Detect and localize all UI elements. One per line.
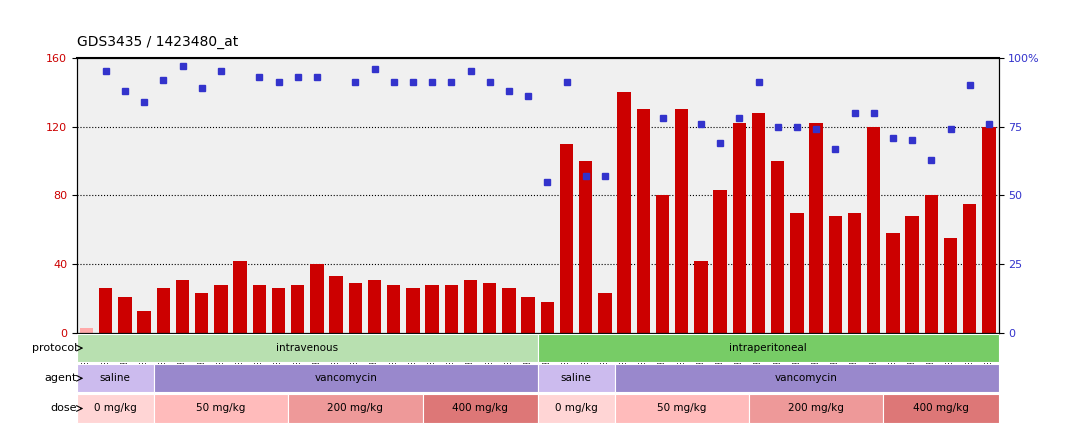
Bar bbox=[656, 195, 670, 333]
Bar bbox=[157, 288, 170, 333]
Text: saline: saline bbox=[561, 373, 592, 383]
Bar bbox=[310, 264, 324, 333]
Bar bbox=[790, 213, 804, 333]
Bar bbox=[119, 297, 131, 333]
Text: 50 mg/kg: 50 mg/kg bbox=[657, 404, 706, 413]
Bar bbox=[617, 92, 631, 333]
Text: 400 mg/kg: 400 mg/kg bbox=[452, 404, 508, 413]
Bar bbox=[154, 394, 288, 423]
Bar bbox=[752, 113, 766, 333]
Bar bbox=[983, 127, 995, 333]
Bar bbox=[138, 311, 151, 333]
Bar bbox=[348, 283, 362, 333]
Bar bbox=[579, 161, 593, 333]
Bar bbox=[99, 288, 112, 333]
Bar bbox=[848, 213, 861, 333]
Bar bbox=[749, 394, 883, 423]
Bar bbox=[540, 302, 554, 333]
Bar bbox=[444, 285, 458, 333]
Bar bbox=[733, 123, 747, 333]
Bar bbox=[829, 216, 842, 333]
Bar bbox=[614, 394, 749, 423]
Text: 200 mg/kg: 200 mg/kg bbox=[788, 404, 844, 413]
Bar bbox=[694, 261, 708, 333]
Text: vancomycin: vancomycin bbox=[775, 373, 838, 383]
Text: intravenous: intravenous bbox=[277, 343, 339, 353]
Bar bbox=[810, 123, 822, 333]
Text: GDS3435 / 1423480_at: GDS3435 / 1423480_at bbox=[77, 35, 238, 49]
Bar bbox=[637, 109, 650, 333]
Bar bbox=[944, 238, 957, 333]
Text: 200 mg/kg: 200 mg/kg bbox=[328, 404, 383, 413]
Bar bbox=[423, 394, 537, 423]
Bar bbox=[867, 127, 880, 333]
Bar bbox=[464, 280, 477, 333]
Bar bbox=[215, 285, 227, 333]
Bar bbox=[77, 394, 154, 423]
Bar bbox=[521, 297, 535, 333]
Bar bbox=[290, 285, 304, 333]
Bar bbox=[288, 394, 423, 423]
Bar bbox=[502, 288, 516, 333]
Bar bbox=[925, 195, 938, 333]
Text: agent: agent bbox=[45, 373, 77, 383]
Bar bbox=[77, 334, 537, 362]
Text: saline: saline bbox=[100, 373, 130, 383]
Bar bbox=[675, 109, 689, 333]
Bar bbox=[771, 161, 785, 333]
Bar bbox=[154, 364, 538, 392]
Text: 0 mg/kg: 0 mg/kg bbox=[94, 404, 137, 413]
Text: intraperitoneal: intraperitoneal bbox=[729, 343, 807, 353]
Bar bbox=[271, 288, 285, 333]
Bar bbox=[614, 364, 999, 392]
Bar bbox=[367, 280, 381, 333]
Bar bbox=[598, 293, 612, 333]
Text: 400 mg/kg: 400 mg/kg bbox=[913, 404, 969, 413]
Bar bbox=[77, 364, 154, 392]
Bar bbox=[963, 204, 976, 333]
Text: 0 mg/kg: 0 mg/kg bbox=[554, 404, 597, 413]
Bar bbox=[538, 364, 614, 392]
Bar bbox=[195, 293, 208, 333]
Bar bbox=[883, 394, 999, 423]
Bar bbox=[538, 394, 614, 423]
Bar bbox=[406, 288, 420, 333]
Bar bbox=[425, 285, 439, 333]
Bar bbox=[176, 280, 189, 333]
Text: vancomycin: vancomycin bbox=[314, 373, 377, 383]
Bar bbox=[713, 190, 727, 333]
Text: dose: dose bbox=[50, 404, 77, 413]
Bar bbox=[387, 285, 400, 333]
Bar bbox=[906, 216, 918, 333]
Bar bbox=[329, 276, 343, 333]
Bar bbox=[483, 283, 497, 333]
Bar bbox=[234, 261, 247, 333]
Bar bbox=[538, 334, 999, 362]
Bar bbox=[560, 144, 574, 333]
Text: protocol: protocol bbox=[32, 343, 77, 353]
Bar bbox=[886, 233, 899, 333]
Text: 50 mg/kg: 50 mg/kg bbox=[197, 404, 246, 413]
Bar bbox=[253, 285, 266, 333]
Bar bbox=[80, 328, 93, 333]
